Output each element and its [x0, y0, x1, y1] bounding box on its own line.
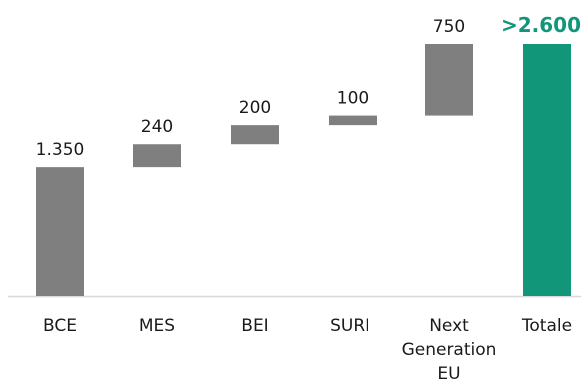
category-label: Totale — [521, 316, 572, 336]
data-label: 1.350 — [36, 140, 85, 160]
waterfall-bar — [425, 44, 473, 116]
waterfall-bar — [329, 115, 377, 126]
waterfall-bar — [231, 125, 279, 145]
category-label: BEI — [241, 316, 268, 336]
total-data-label: >2.600 — [501, 13, 581, 37]
category-label: Next Generation EU — [402, 316, 497, 381]
waterfall-bar — [133, 144, 181, 168]
total-bar — [523, 44, 571, 296]
category-label: SURE — [330, 316, 376, 336]
data-label: 200 — [239, 98, 271, 118]
data-label: 750 — [433, 17, 465, 37]
waterfall-bar — [36, 167, 84, 296]
category-label: MES — [139, 316, 175, 336]
category-label: BCE — [43, 316, 77, 336]
data-label: 100 — [337, 89, 369, 109]
data-label: 240 — [141, 117, 173, 137]
